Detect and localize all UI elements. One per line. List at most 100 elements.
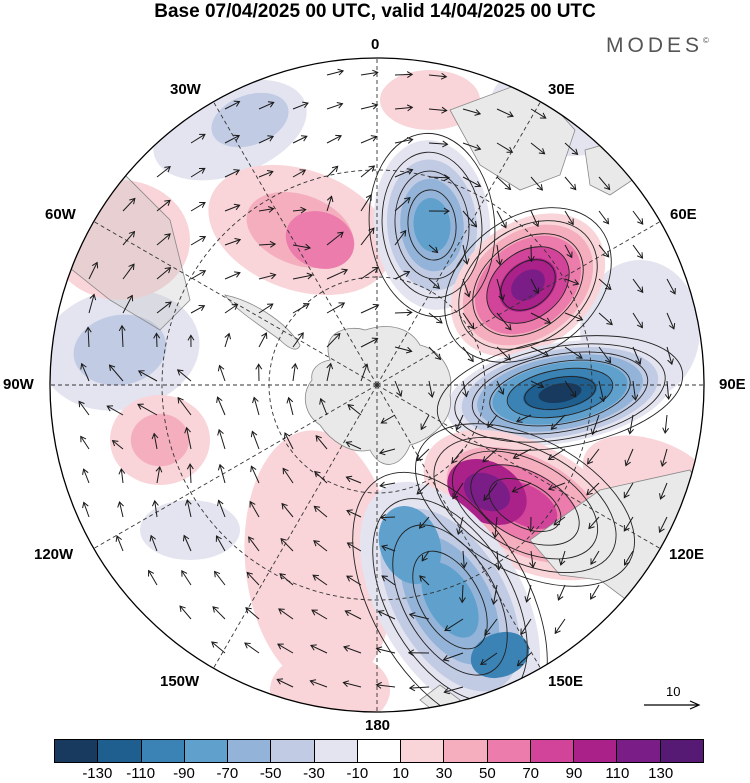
reference-vector-label: 10 — [666, 684, 681, 699]
anomaly-patch — [463, 472, 511, 512]
wind-arrow-head — [199, 236, 207, 242]
wind-arrow-head — [326, 362, 334, 370]
wind-arrow-head — [217, 364, 225, 372]
wind-arrow-head — [181, 570, 188, 577]
wind-arrow — [462, 108, 481, 115]
wind-arrow-head — [636, 321, 643, 329]
anomaly-patch — [140, 500, 240, 560]
wind-arrow — [548, 448, 566, 460]
wind-arrow-head — [566, 251, 573, 259]
wind-arrow-head — [554, 627, 561, 635]
wind-arrow — [311, 609, 328, 620]
wind-arrow — [666, 278, 676, 295]
wind-arrow — [625, 448, 634, 466]
wind-arrow-head — [314, 470, 321, 478]
wind-arrow — [258, 332, 267, 348]
wind-arrow — [394, 197, 411, 212]
wind-arrow-head — [516, 659, 524, 667]
wind-arrow — [564, 278, 579, 285]
wind-arrow — [564, 380, 577, 398]
wind-arrow — [452, 482, 464, 499]
wind-arrow — [219, 464, 226, 484]
wind-arrow — [148, 570, 158, 586]
wind-arrow-head — [420, 423, 427, 431]
wind-arrow-head — [302, 101, 309, 108]
wind-arrow — [326, 70, 344, 76]
wind-arrow — [258, 135, 274, 144]
wind-arrow-head — [396, 390, 403, 397]
wind-arrow — [326, 269, 348, 280]
contour-line — [458, 220, 598, 350]
wind-arrow-head — [590, 558, 597, 566]
lon-label-0: 0 — [371, 36, 380, 53]
wind-arrow-head — [527, 255, 535, 263]
wind-arrow-head — [452, 492, 459, 500]
wind-arrow — [659, 482, 668, 500]
wind-arrow — [416, 482, 430, 495]
wind-arrow-head — [311, 609, 318, 616]
wind-arrow — [78, 401, 90, 416]
wind-arrow-head — [216, 396, 223, 404]
wind-arrow — [326, 165, 339, 178]
wind-arrow — [496, 312, 512, 331]
contour-line — [500, 259, 556, 311]
wind-arrow — [253, 397, 260, 416]
wind-arrow-head — [224, 332, 232, 340]
anomaly-patch — [130, 413, 190, 467]
wind-arrow — [360, 194, 372, 212]
wind-arrow-head — [431, 246, 439, 254]
colorbar-swatch — [228, 740, 272, 762]
wind-arrow — [462, 278, 470, 297]
wind-arrow — [564, 210, 574, 225]
wind-arrow-head — [637, 218, 644, 225]
lon-label-60w: 60W — [45, 206, 76, 223]
colorbar-tick-label: 70 — [522, 765, 539, 782]
wind-arrow — [87, 327, 90, 348]
wind-arrow-head — [233, 169, 241, 176]
wind-arrow-head — [406, 137, 414, 144]
wind-arrow-head — [198, 304, 206, 311]
wind-arrow-head — [137, 403, 144, 410]
graticule — [50, 58, 704, 712]
wind-arrow-head — [375, 681, 382, 689]
wind-arrow — [480, 652, 498, 665]
wind-arrow-head — [245, 607, 252, 614]
wind-arrow — [394, 271, 410, 280]
wind-arrow — [249, 501, 260, 518]
wind-arrow — [360, 338, 378, 348]
wind-arrow — [281, 503, 294, 518]
wind-arrow-head — [379, 514, 387, 521]
wind-arrow — [179, 605, 192, 620]
wind-arrow — [520, 618, 532, 635]
wind-arrow-head — [490, 598, 498, 605]
wind-arrow — [564, 244, 573, 258]
wind-arrow — [394, 311, 412, 314]
wind-arrow — [326, 135, 342, 144]
wind-arrow — [428, 74, 447, 78]
wind-arrow — [666, 312, 675, 330]
wind-arrow-head — [506, 146, 514, 153]
wind-arrow-head — [301, 135, 308, 142]
wind-arrow-head — [588, 522, 595, 530]
wind-arrow-head — [334, 332, 341, 340]
wind-arrow-head — [406, 309, 413, 316]
wind-arrow-head — [605, 356, 612, 364]
anomaly-patch — [244, 430, 396, 690]
wind-arrow — [282, 468, 294, 484]
wind-arrow — [557, 584, 566, 601]
colorbar-swatch — [271, 740, 315, 762]
wind-arrow-head — [267, 101, 275, 108]
wind-arrow-head — [315, 435, 322, 442]
colorbar-swatch — [530, 740, 575, 762]
wind-arrow — [288, 397, 294, 416]
wind-arrow-head — [381, 575, 388, 582]
colorbar-tick-label: -30 — [303, 765, 325, 782]
wind-arrow — [487, 414, 498, 428]
wind-arrow — [112, 440, 124, 450]
wind-arrow-head — [280, 538, 287, 545]
wind-arrow — [666, 380, 670, 400]
colorbar-tick-label: 90 — [565, 765, 583, 782]
wind-arrow — [190, 270, 206, 280]
colorbar-swatch — [660, 740, 703, 762]
wind-arrow-head — [474, 181, 482, 188]
